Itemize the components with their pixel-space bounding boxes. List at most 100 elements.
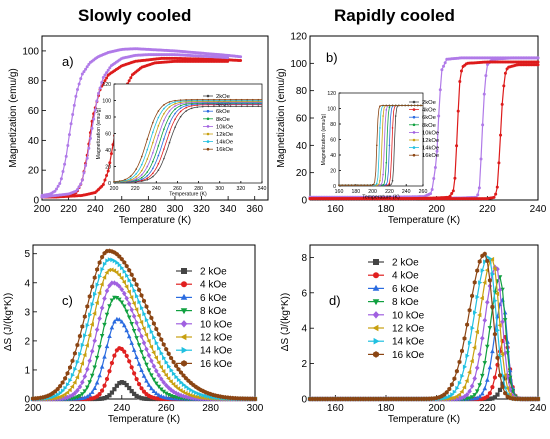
y-tick-label: 3: [24, 307, 30, 318]
data-point: [85, 366, 90, 372]
data-point: [497, 161, 501, 165]
inset-point: [157, 110, 160, 112]
data-point: [132, 371, 137, 376]
data-point: [106, 267, 112, 273]
data-point: [475, 294, 480, 300]
data-point: [65, 394, 70, 400]
data-point: [464, 378, 469, 384]
data-point: [102, 295, 107, 302]
data-point: [122, 380, 127, 386]
x-tick-label: 300: [247, 403, 264, 414]
data-point: [502, 318, 508, 323]
inset-point: [168, 110, 171, 112]
data-point: [159, 350, 164, 356]
inset-legend-label: 6kOe: [422, 115, 436, 121]
data-point: [474, 395, 480, 400]
inset-point: [350, 184, 353, 187]
inset-point: [163, 112, 165, 115]
inset-point: [140, 155, 143, 158]
data-point: [114, 296, 120, 301]
data-point: [65, 390, 70, 395]
y-tick-label: 0: [24, 395, 30, 406]
data-point: [117, 262, 122, 268]
data-point: [144, 304, 149, 309]
y-tick-label: 40: [296, 141, 308, 152]
inset-legend-label: 12kOe: [216, 132, 233, 138]
panel-c: 200 220 240 260 280 300 0 1 2 3 4 5 Temperature (K) Δ…: [3, 244, 264, 425]
data-point: [117, 381, 122, 386]
data-point: [71, 112, 75, 116]
data-point: [459, 389, 464, 394]
inset-legend-marker: [412, 123, 416, 127]
data-point: [134, 307, 139, 312]
inset-legend-label: 14kOe: [216, 140, 233, 146]
y-tick-label: 20: [296, 168, 308, 179]
data-point: [500, 351, 505, 357]
data-point: [129, 76, 133, 80]
data-point: [462, 364, 468, 370]
legend-label: 4 kOe: [200, 280, 227, 291]
inset-point: [382, 104, 384, 107]
data-point: [104, 343, 110, 349]
data-point: [146, 338, 151, 344]
data-point: [163, 372, 168, 378]
data-point: [97, 274, 103, 279]
inset-point: [163, 138, 165, 140]
data-point: [495, 355, 500, 361]
x-tick-label: 240: [152, 186, 161, 192]
data-point: [497, 287, 503, 293]
data-point: [154, 381, 159, 386]
data-point: [432, 177, 436, 181]
data-point: [143, 332, 149, 338]
data-point: [500, 319, 505, 325]
data-point: [69, 384, 75, 389]
data-point: [127, 267, 132, 273]
data-point: [480, 268, 485, 273]
data-point: [139, 293, 144, 298]
data-point: [482, 251, 487, 257]
x-tick-label: 220: [479, 403, 496, 414]
panel-label: a): [62, 54, 74, 69]
data-point: [495, 266, 500, 272]
data-point: [467, 396, 472, 401]
inset-point: [152, 151, 154, 154]
inset-legend-entry: 12kOe: [409, 138, 439, 144]
data-point: [492, 331, 497, 337]
data-point: [430, 188, 434, 192]
inset-point: [135, 176, 137, 178]
inset-legend-label: 4kOe: [216, 102, 230, 108]
data-point: [455, 144, 459, 148]
data-point: [84, 343, 89, 348]
series-16-kOe: [308, 251, 540, 402]
data-point: [164, 346, 169, 352]
x-tick-label: 240: [402, 189, 411, 195]
x-tick-label: 220: [385, 189, 394, 195]
inset-point: [113, 180, 115, 183]
inset-legend-entry: 12kOe: [203, 132, 233, 138]
inset-line: [113, 101, 262, 183]
data-point: [500, 102, 504, 106]
inset-point: [347, 184, 350, 187]
data-point: [495, 185, 499, 189]
data-point: [90, 302, 95, 307]
data-point: [487, 391, 492, 396]
data-point: [440, 68, 444, 72]
data-point: [146, 352, 152, 358]
inset-point: [129, 179, 132, 181]
legend-entry: 8 kOe: [176, 306, 227, 317]
inset-point: [376, 182, 378, 185]
data-point: [134, 282, 139, 287]
data-point: [84, 163, 88, 167]
data-point: [452, 389, 457, 395]
data-point: [55, 386, 60, 392]
data-point: [146, 396, 152, 402]
y-axis-label: Magnetization (emu/g): [321, 113, 327, 165]
data-point: [134, 336, 139, 341]
inset-point: [157, 125, 160, 127]
data-point: [107, 283, 112, 289]
inset-point: [129, 177, 132, 180]
inset-point: [163, 128, 165, 130]
inset-point: [129, 175, 132, 177]
data-point: [97, 392, 102, 397]
inset-point: [168, 141, 171, 144]
